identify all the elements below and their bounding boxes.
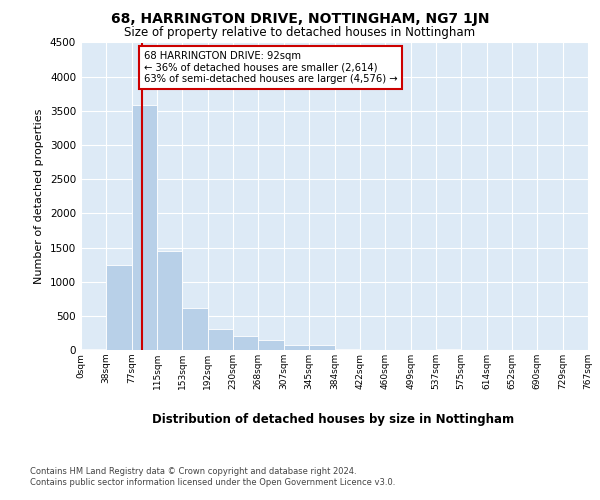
Bar: [309, 344, 335, 350]
Text: Size of property relative to detached houses in Nottingham: Size of property relative to detached ho…: [124, 26, 476, 39]
Text: Contains HM Land Registry data © Crown copyright and database right 2024.
Contai: Contains HM Land Registry data © Crown c…: [30, 468, 395, 487]
Bar: [284, 344, 309, 350]
Bar: [233, 336, 258, 350]
Text: Distribution of detached houses by size in Nottingham: Distribution of detached houses by size …: [152, 412, 514, 426]
Bar: [182, 308, 208, 350]
Bar: [208, 329, 233, 350]
Y-axis label: Number of detached properties: Number of detached properties: [34, 108, 44, 284]
Text: 68, HARRINGTON DRIVE, NOTTINGHAM, NG7 1JN: 68, HARRINGTON DRIVE, NOTTINGHAM, NG7 1J…: [111, 12, 489, 26]
Bar: [157, 251, 182, 350]
Text: 68 HARRINGTON DRIVE: 92sqm
← 36% of detached houses are smaller (2,614)
63% of s: 68 HARRINGTON DRIVE: 92sqm ← 36% of deta…: [144, 50, 397, 84]
Bar: [106, 264, 132, 350]
Bar: [132, 106, 157, 350]
Bar: [258, 340, 284, 350]
